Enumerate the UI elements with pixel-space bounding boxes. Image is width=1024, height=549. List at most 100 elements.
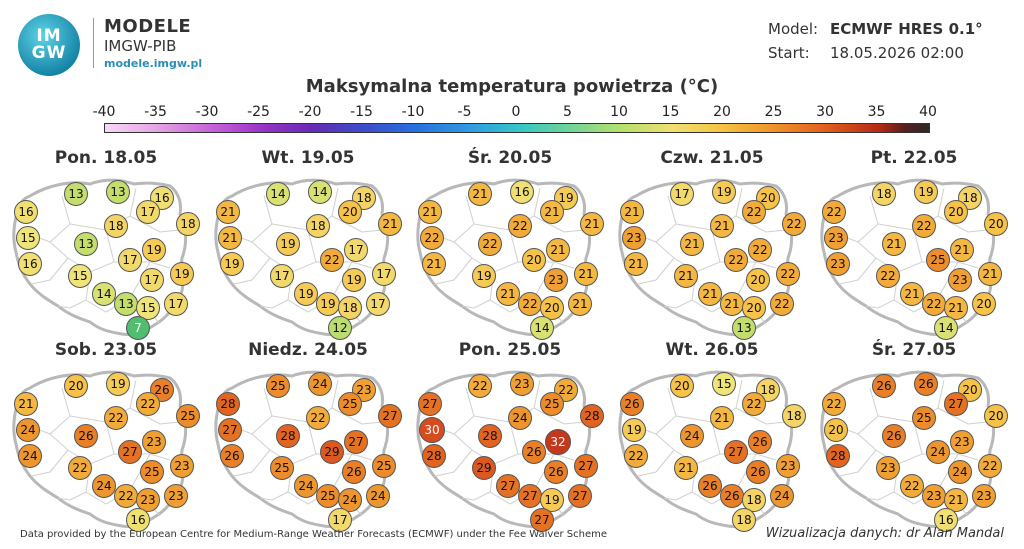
temperature-station-marker: 22 [978,454,1002,478]
temperature-station-marker: 25 [316,484,340,508]
colorbar-tick: -10 [401,104,425,120]
temperature-station-marker: 26 [748,430,772,454]
panel-date-title: Pon. 18.05 [54,148,158,168]
temperature-station-marker: 24 [680,424,704,448]
forecast-day-panel: Niedz. 24.05 25 24 23 28 22 25 27 27 28 27 26 29 25 26… [212,340,404,532]
region-border [461,491,491,501]
brand-title: MODELE [104,16,192,37]
temperature-station-marker: 29 [320,440,344,464]
temperature-station-marker: 13 [74,232,98,256]
colorbar-tick: -40 [92,104,116,120]
region-border [489,453,555,505]
colorbar-ticks: -40 -35 -30 -25 -20 -15 -10 -5 0 5 10 15 20 25 30 35 40 [0,104,1024,122]
temperature-station-marker: 21 [14,392,38,416]
poland-map: 20 15 18 26 21 22 18 19 24 26 22 27 21 26 23 26 26 18 24 18 [616,364,808,532]
start-value: 18.05.2026 02:00 [830,44,964,62]
temperature-station-marker: 21 [950,238,974,262]
temperature-station-marker: 28 [478,424,502,448]
temperature-station-marker: 22 [876,264,900,288]
region-border [233,449,271,477]
temperature-station-marker: 26 [74,424,98,448]
region-border [865,299,895,309]
temperature-station-marker: 21 [468,182,492,206]
region-border [85,261,151,313]
temperature-station-marker: 19 [220,252,244,276]
poland-map: 20 19 26 21 22 22 25 24 26 23 24 27 22 25 23 24 22 23 23 16 [10,364,202,532]
region-border [259,299,289,309]
temperature-station-marker: 19 [294,282,318,306]
temperature-station-marker: 13 [114,292,138,316]
temperature-station-marker: 23 [876,456,900,480]
colorbar-tick: -15 [350,104,373,120]
temperature-station-marker: 17 [670,182,694,206]
temperature-station-marker: 24 [338,488,362,512]
forecast-day-panel: Pon. 18.05 13 13 16 16 18 17 18 15 13 19 16 17 15 17 19… [10,148,202,340]
temperature-station-marker: 17 [344,238,368,262]
brand-url[interactable]: modele.imgw.pl [104,57,203,70]
temperature-station-marker: 24 [926,440,950,464]
forecast-day-panel: Śr. 27.05 26 26 20 22 25 27 20 20 26 23 28 24 23 24 22 2… [818,340,1010,532]
temperature-station-marker: 22 [420,226,444,250]
temperature-station-marker: 23 [170,454,194,478]
temperature-station-marker: 18 [782,404,806,428]
temperature-station-marker: 14 [92,282,116,306]
temperature-station-marker: 21 [422,252,446,276]
temperature-station-marker: 19 [472,264,496,288]
model-info: Model: ECMWF HRES 0.1° [768,20,983,38]
temperature-station-marker: 24 [508,406,532,430]
region-border [233,257,271,285]
temperature-station-marker: 21 [720,292,744,316]
poland-map: 17 19 20 21 21 22 22 23 21 22 21 22 21 20 22 21 21 20 22 13 [616,172,808,340]
panel-date-title: Pon. 25.05 [458,340,562,360]
temperature-station-marker: 22 [320,248,344,272]
temperature-station-marker: 21 [698,282,722,306]
temperature-station-marker: 22 [912,214,936,238]
region-border [893,261,959,313]
model-label: Model: [768,20,819,38]
panel-date-title: Śr. 20.05 [467,148,553,168]
temperature-station-marker: 24 [92,474,116,498]
temperature-station-marker: 23 [826,252,850,276]
region-border [839,449,877,477]
poland-map: 26 26 20 22 25 27 20 20 26 23 28 24 23 24 22 22 23 21 23 16 [818,364,1010,532]
region-border [287,261,353,313]
temperature-station-marker: 21 [900,282,924,306]
temperature-station-marker: 21 [568,292,592,316]
region-border [287,453,353,505]
temperature-station-marker: 17 [136,200,160,224]
temperature-station-marker: 21 [674,456,698,480]
temperature-station-marker: 27 [118,440,142,464]
temperature-station-marker: 21 [216,200,240,224]
temperature-station-marker: 14 [308,180,332,204]
temperature-station-marker: 17 [270,264,294,288]
temperature-station-marker: 17 [372,262,396,286]
temperature-station-marker: 19 [142,238,166,262]
temperature-station-marker: 26 [522,440,546,464]
poland-map: 21 16 19 21 22 21 21 22 22 21 21 20 19 23 21 21 22 20 21 14 [414,172,606,340]
temperature-station-marker: 21 [496,282,520,306]
temperature-station-marker: 22 [68,456,92,480]
temperature-station-marker: 23 [972,484,996,508]
temperature-station-marker: 27 [344,430,368,454]
region-border [839,257,877,285]
temperature-station-marker: 24 [948,460,972,484]
temperature-station-marker: 22 [468,374,492,398]
panel-date-title: Pt. 22.05 [870,148,958,168]
temperature-station-marker: 27 [944,392,968,416]
temperature-station-marker: 26 [698,474,722,498]
forecast-day-panel: Czw. 21.05 17 19 20 21 21 22 22 23 21 22 21 22 21 20 22… [616,148,808,340]
temperature-station-marker: 30 [419,417,445,443]
temperature-station-marker: 22 [782,212,806,236]
temperature-station-marker: 19 [622,418,646,442]
temperature-station-marker: 22 [114,484,138,508]
temperature-station-marker: 27 [218,418,242,442]
temperature-station-marker: 21 [710,406,734,430]
temperature-station-marker: 28 [580,404,604,428]
model-value: ECMWF HRES 0.1° [830,20,983,38]
colorbar-tick: -20 [298,104,322,120]
temperature-station-marker: 12 [328,316,352,340]
temperature-station-marker: 22 [136,392,160,416]
temperature-station-marker: 24 [18,444,42,468]
temperature-station-marker: 29 [472,456,496,480]
logo-divider [93,18,94,68]
